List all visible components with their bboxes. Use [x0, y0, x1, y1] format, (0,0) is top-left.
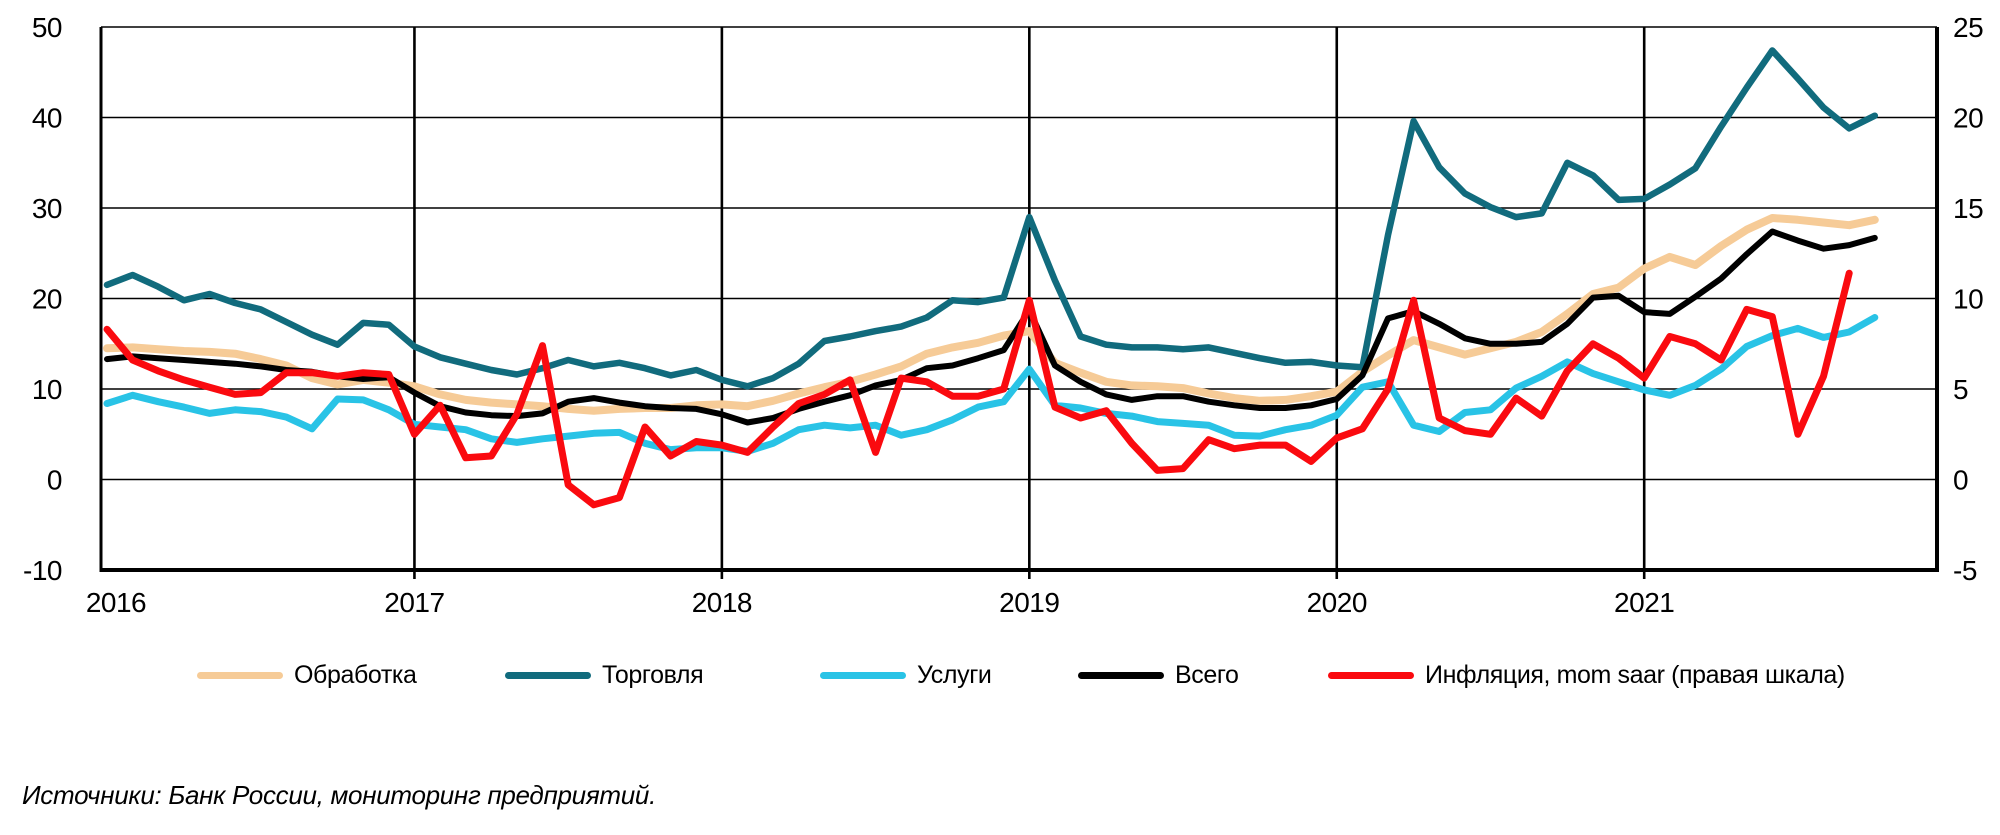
x-axis-tick: 2021	[1614, 587, 1674, 618]
left-axis-tick: -10	[23, 555, 62, 586]
legend-swatch-inflation-icon	[1328, 671, 1414, 679]
legend-swatch-total-icon	[1078, 671, 1164, 679]
legend-label-services: Услуги	[917, 660, 992, 689]
left-axis-tick: 40	[32, 102, 62, 133]
legend-item-total: Всего	[1078, 652, 1239, 698]
x-axis-tick: 2020	[1307, 587, 1367, 618]
right-axis-tick: 15	[1953, 193, 1983, 224]
x-axis-tick: 2017	[384, 587, 444, 618]
legend-label-inflation: Инфляция, mom saar (правая шкала)	[1425, 660, 1845, 689]
legend-item-services: Услуги	[820, 652, 992, 698]
legend-label-total: Всего	[1175, 660, 1239, 689]
x-axis-tick: 2018	[692, 587, 752, 618]
x-axis-tick: 2019	[999, 587, 1059, 618]
legend: Обработка Торговля Услуги Всего Инфляция, mo…	[0, 652, 2000, 698]
left-axis-tick: 50	[32, 12, 62, 43]
left-axis-tick: 10	[32, 374, 62, 405]
legend-label-manufacturing: Обработка	[294, 660, 417, 689]
series-line-total	[104, 228, 1878, 426]
legend-swatch-manufacturing-icon	[197, 671, 283, 679]
series-line-inflation	[103, 269, 1853, 509]
legend-label-trade: Торговля	[602, 660, 704, 689]
grid-lines	[99, 26, 1939, 579]
left-axis-tick: 20	[32, 283, 62, 314]
left-axis-tick: 0	[47, 464, 62, 495]
series-line-trade	[103, 47, 1879, 390]
legend-swatch-trade-icon	[505, 671, 591, 679]
right-axis-tick: -5	[1953, 555, 1977, 586]
source-note: Источники: Банк России, мониторинг предп…	[22, 780, 657, 810]
legend-swatch-services-icon	[820, 671, 906, 679]
right-axis-tick: 25	[1953, 12, 1983, 43]
right-axis-tick: 10	[1953, 283, 1983, 314]
series-line-services	[103, 314, 1879, 455]
right-axis-tick: 5	[1953, 374, 1968, 405]
right-axis-tick: 0	[1953, 464, 1968, 495]
left-axis-tick: 30	[32, 193, 62, 224]
legend-item-manufacturing: Обработка	[197, 652, 417, 698]
x-axis-tick: 2016	[86, 587, 146, 618]
legend-item-trade: Торговля	[505, 652, 704, 698]
series-lines	[103, 47, 1879, 509]
right-axis-tick: 20	[1953, 102, 1983, 133]
legend-item-inflation: Инфляция, mom saar (правая шкала)	[1328, 652, 1845, 698]
